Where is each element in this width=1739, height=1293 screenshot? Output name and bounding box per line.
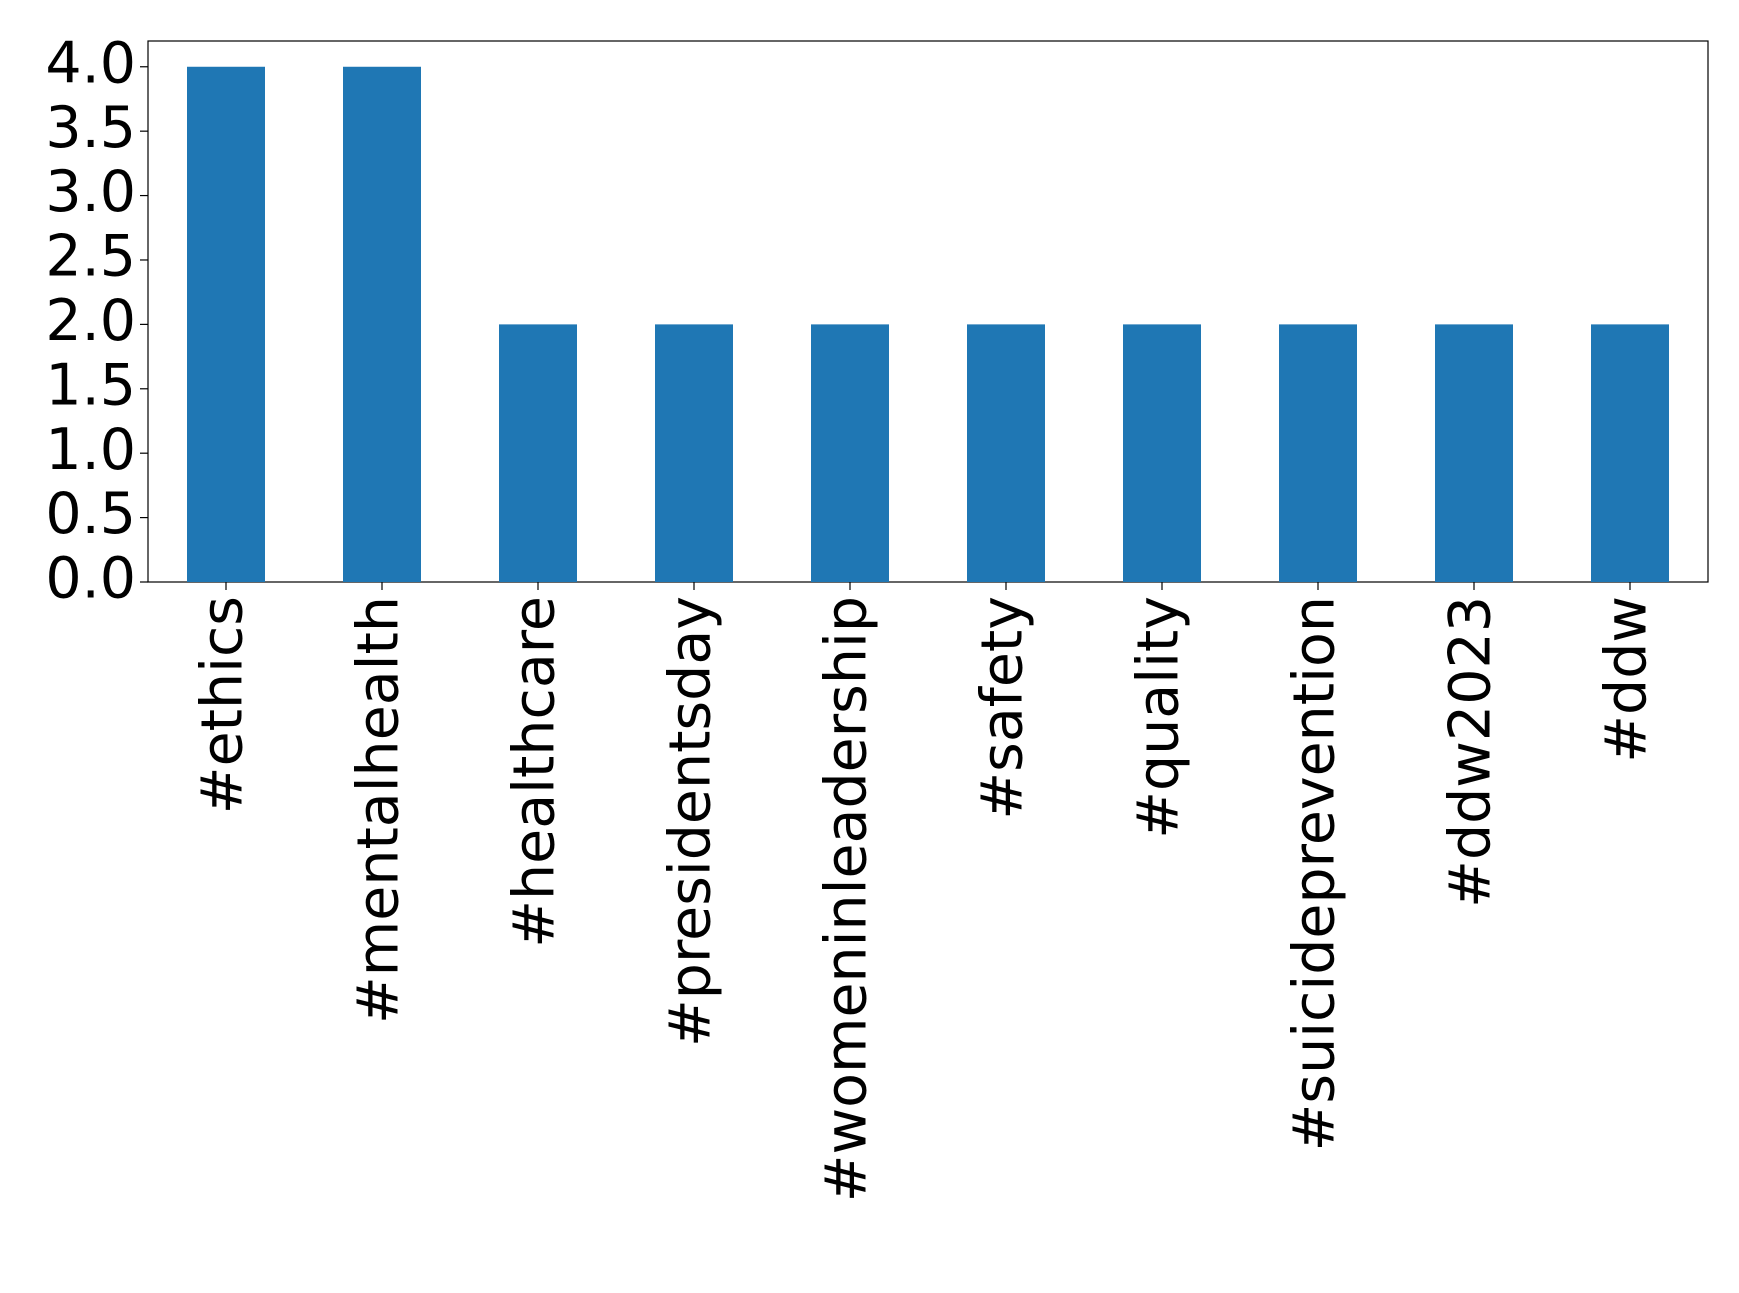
x-tick-label: #womeninleadership	[814, 596, 880, 1202]
x-tick-label: #safety	[970, 596, 1036, 820]
x-tick-label: #ethics	[190, 596, 256, 814]
bar	[1123, 324, 1201, 582]
x-tick-label: #healthcare	[502, 596, 568, 948]
bar	[1279, 324, 1357, 582]
bar	[1591, 324, 1669, 582]
bar	[811, 324, 889, 582]
x-tick-label: #presidentsday	[658, 596, 724, 1047]
y-tick-label: 4.0	[45, 30, 136, 96]
x-tick-label: #suicideprevention	[1282, 596, 1348, 1151]
x-tick-label: #ddw2023	[1438, 596, 1504, 908]
y-tick-label: 3.5	[45, 95, 136, 161]
y-tick-label: 3.0	[45, 159, 136, 225]
bar	[499, 324, 577, 582]
x-tick-label: #ddw	[1594, 596, 1660, 763]
y-tick-label: 0.0	[45, 546, 136, 612]
axes-frame	[147, 40, 1709, 583]
bar	[1435, 324, 1513, 582]
y-tick-label: 1.5	[45, 352, 136, 418]
x-tick-label: #quality	[1126, 596, 1192, 839]
y-tick-label: 1.0	[45, 417, 136, 483]
bar	[187, 66, 265, 582]
bar	[655, 324, 733, 582]
bar	[967, 324, 1045, 582]
y-tick-label: 2.5	[45, 224, 136, 290]
x-tick-label: #mentalhealth	[346, 596, 412, 1024]
bar	[343, 66, 421, 582]
y-tick-label: 0.5	[45, 481, 136, 547]
y-tick-label: 2.0	[45, 288, 136, 354]
